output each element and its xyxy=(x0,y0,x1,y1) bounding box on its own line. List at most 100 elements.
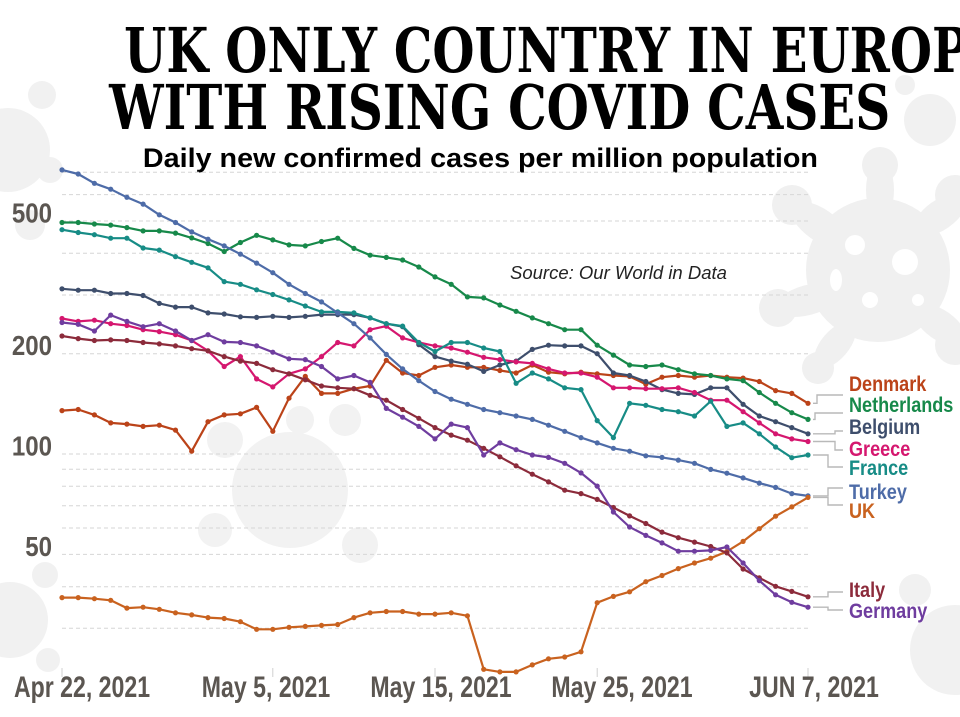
data-point-belgium xyxy=(59,286,65,292)
data-point-italy xyxy=(108,337,114,343)
data-point-belgium xyxy=(237,314,243,320)
data-point-uk xyxy=(367,610,373,616)
data-point-netherlands xyxy=(562,327,568,333)
data-point-netherlands xyxy=(773,400,779,406)
data-point-netherlands xyxy=(205,240,211,247)
series-uk xyxy=(59,494,811,675)
virus-body xyxy=(904,94,956,146)
data-point-france xyxy=(432,348,438,355)
x-axis: Apr 22, 2021 May 5, 2021 May 15, 2021 Ma… xyxy=(14,670,879,704)
data-point-germany xyxy=(124,318,130,324)
virus-hole xyxy=(892,249,918,275)
data-point-turkey xyxy=(789,491,795,497)
data-point-greece xyxy=(351,343,357,349)
data-point-greece xyxy=(756,420,762,426)
data-point-italy xyxy=(448,432,454,438)
data-point-netherlands xyxy=(302,243,308,249)
data-point-uk xyxy=(318,622,325,629)
data-point-netherlands xyxy=(756,389,762,396)
data-point-italy xyxy=(481,445,487,451)
data-point-france xyxy=(237,281,243,287)
data-point-france xyxy=(254,287,260,293)
data-point-italy xyxy=(464,437,470,443)
data-point-italy xyxy=(724,550,730,556)
data-point-turkey xyxy=(400,366,406,372)
data-point-greece xyxy=(691,389,698,396)
data-point-netherlands xyxy=(91,221,97,227)
virus-arm-tip xyxy=(37,157,63,183)
virus-arm-tip xyxy=(895,75,915,95)
data-point-netherlands xyxy=(659,362,665,368)
data-point-belgium xyxy=(789,425,795,431)
data-point-greece xyxy=(448,345,454,351)
data-point-france xyxy=(270,291,276,298)
data-point-italy xyxy=(691,539,698,545)
data-point-greece xyxy=(805,438,811,445)
data-point-germany xyxy=(75,321,81,327)
virus-holes-right xyxy=(830,235,924,308)
data-point-belgium xyxy=(140,292,146,299)
title-line-2-text: WITH RISING COVID CASES xyxy=(109,71,891,144)
data-point-denmark xyxy=(432,364,438,370)
data-point-france xyxy=(367,315,373,321)
data-point-italy xyxy=(367,392,373,398)
virus-arm-tip xyxy=(198,513,232,547)
data-point-greece xyxy=(627,385,633,391)
data-point-uk xyxy=(335,621,341,628)
data-point-uk xyxy=(237,619,243,625)
data-point-greece xyxy=(643,386,649,392)
data-point-netherlands xyxy=(691,371,698,377)
data-point-france xyxy=(529,370,535,376)
data-point-denmark xyxy=(805,400,811,406)
legend-label-uk: UK xyxy=(849,500,875,524)
data-point-denmark xyxy=(189,448,195,454)
y-tick-label-50: 50 xyxy=(25,530,52,562)
data-point-belgium xyxy=(189,304,195,310)
data-point-uk xyxy=(740,538,746,545)
data-point-germany xyxy=(189,337,195,344)
source-annotation: Source: Our World in Data xyxy=(510,262,727,283)
data-point-turkey xyxy=(140,201,146,207)
data-point-france xyxy=(59,227,65,233)
data-point-italy xyxy=(432,425,438,431)
data-point-italy xyxy=(643,520,649,527)
data-point-italy xyxy=(124,337,130,344)
data-point-greece xyxy=(302,366,308,372)
data-point-italy xyxy=(318,383,325,389)
virus-arm-tip xyxy=(862,147,898,183)
x-tick-label-may-5: May 5, 2021 xyxy=(202,670,330,704)
data-point-italy xyxy=(254,360,260,366)
data-point-turkey xyxy=(221,243,227,249)
data-point-italy xyxy=(75,336,81,342)
data-point-france xyxy=(383,321,389,327)
data-point-uk xyxy=(448,610,454,616)
data-point-netherlands xyxy=(497,302,503,308)
subtitle-text: Daily new confirmed cases per million po… xyxy=(142,143,818,173)
legend-connectors xyxy=(813,394,843,611)
y-axis: 500 200 100 50 xyxy=(12,197,52,563)
data-point-uk xyxy=(805,494,811,500)
legend-label-denmark: Denmark xyxy=(849,373,926,397)
virus-body xyxy=(232,432,348,548)
data-point-uk xyxy=(108,597,114,603)
data-point-belgium xyxy=(221,311,227,317)
data-point-france xyxy=(594,418,600,424)
data-point-germany xyxy=(140,324,146,330)
data-point-belgium xyxy=(172,304,179,310)
data-point-netherlands xyxy=(108,222,114,228)
data-point-denmark xyxy=(286,395,292,401)
virus-arm-tip xyxy=(28,81,56,109)
x-tick-label-may-25: May 25, 2021 xyxy=(551,670,692,704)
virus-body xyxy=(0,582,48,658)
virus-arm-tip xyxy=(935,325,960,365)
data-point-turkey xyxy=(91,180,97,186)
data-point-turkey xyxy=(302,290,308,297)
data-point-france xyxy=(448,339,454,346)
data-point-netherlands xyxy=(318,238,325,245)
virus-arm-tip xyxy=(802,352,834,384)
data-point-greece xyxy=(221,363,227,370)
data-point-italy xyxy=(156,341,162,347)
data-point-turkey xyxy=(432,388,438,395)
